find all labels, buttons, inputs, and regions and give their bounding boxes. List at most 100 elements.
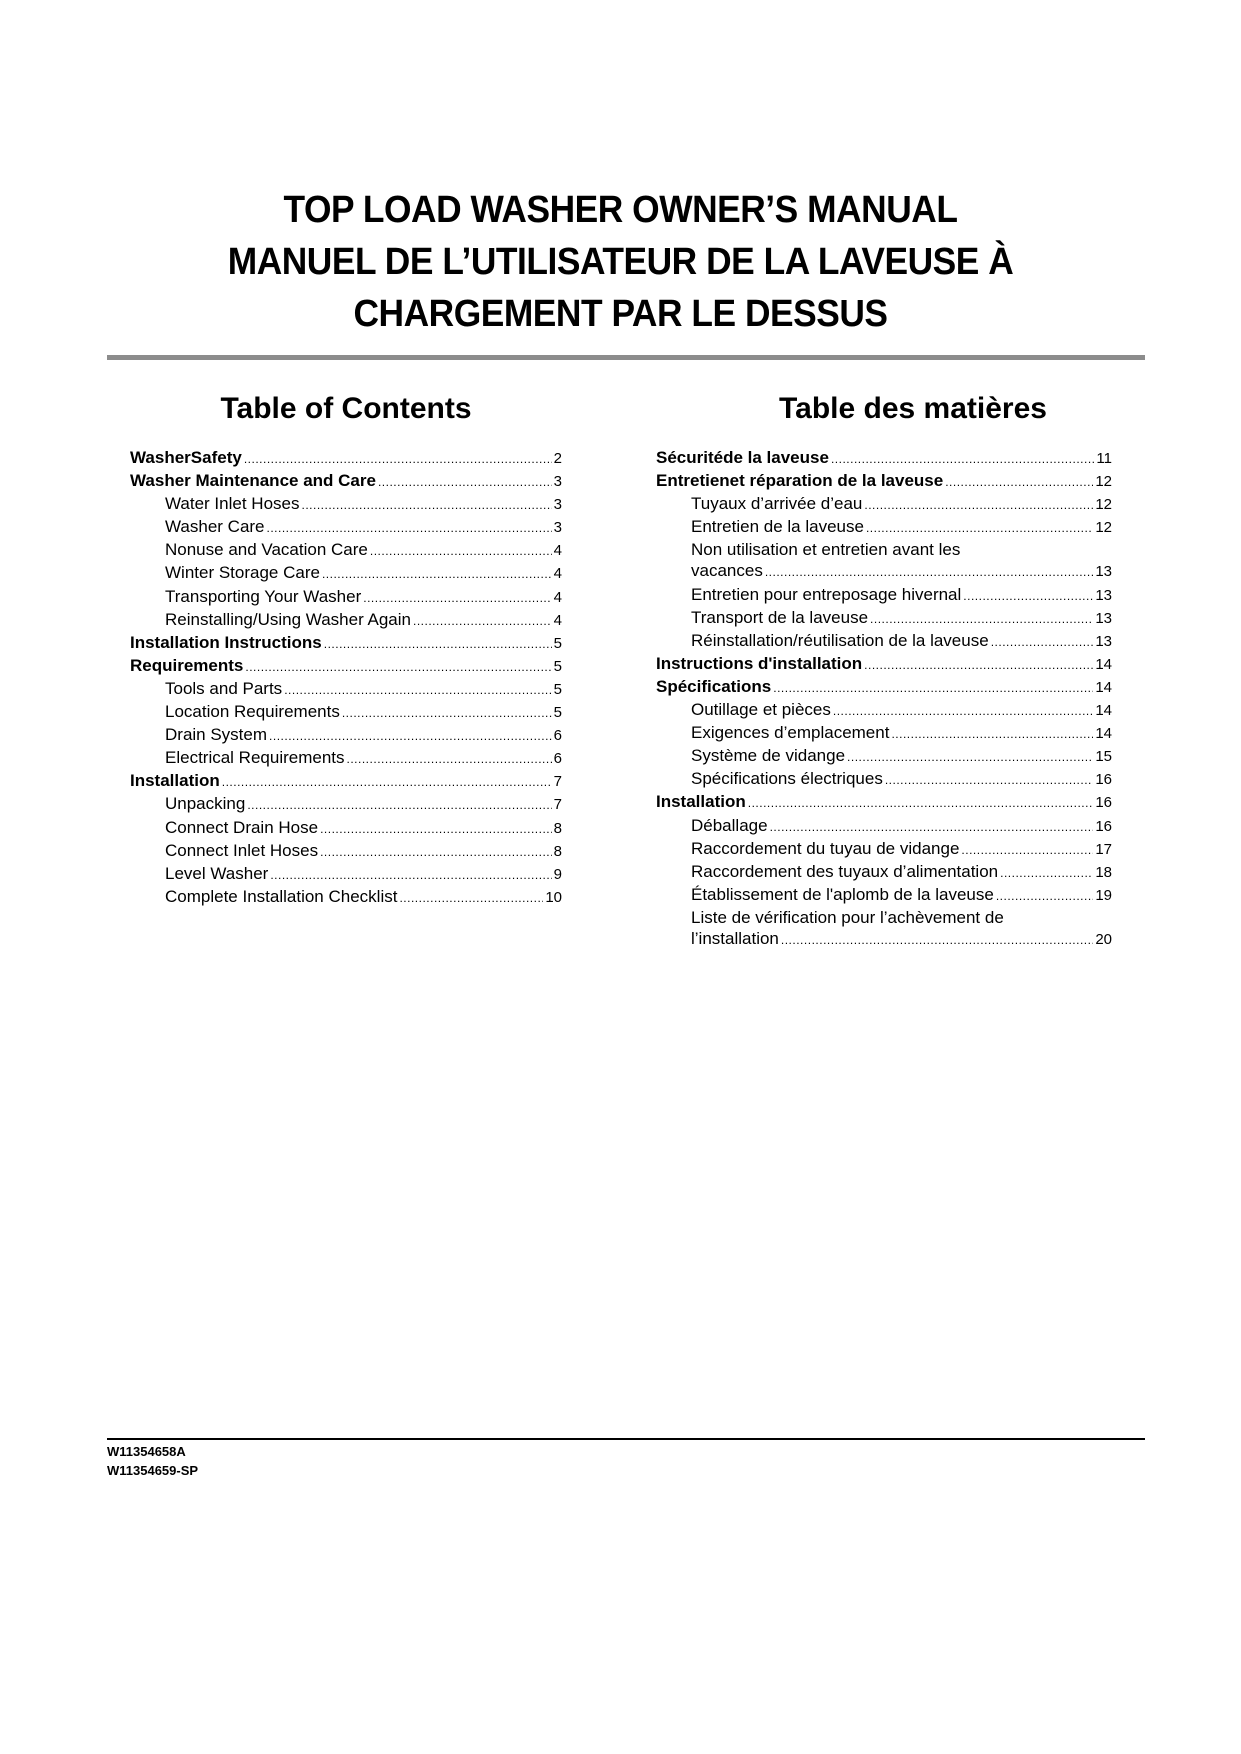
toc-entry[interactable]: vacances 13 bbox=[656, 560, 1112, 583]
toc-entry-label: Level Washer bbox=[165, 863, 269, 883]
toc-entry-label: Établissement de l'aplomb de la laveuse bbox=[691, 884, 994, 904]
toc-entry[interactable]: Transport de la laveuse 13 bbox=[656, 607, 1112, 630]
toc-entry-label: Connect Inlet Hoses bbox=[165, 840, 319, 860]
toc-entry-label: Tools and Parts bbox=[165, 678, 283, 698]
toc-entry-page: 6 bbox=[553, 750, 562, 768]
title-line: CHARGEMENT PAR LE DESSUS bbox=[353, 293, 888, 335]
dot-leader bbox=[244, 449, 552, 470]
title-line: MANUEL DE L’UTILISATEUR DE LA LAVEUSE À bbox=[227, 241, 1014, 283]
dot-leader bbox=[284, 680, 551, 701]
toc-entry[interactable]: Exigences d’emplacement 14 bbox=[656, 722, 1112, 745]
toc-entry[interactable]: Winter Storage Care 4 bbox=[130, 562, 562, 585]
toc-entry[interactable]: Drain System 6 bbox=[130, 724, 562, 747]
dot-leader bbox=[363, 588, 551, 609]
toc-entry[interactable]: Transporting Your Washer 4 bbox=[130, 586, 562, 609]
toc-entry-page: 11 bbox=[1096, 450, 1112, 467]
dot-leader bbox=[781, 930, 1093, 951]
dot-leader bbox=[378, 472, 552, 493]
toc-entry-page: 14 bbox=[1095, 655, 1112, 673]
toc-entry-page: 16 bbox=[1095, 817, 1112, 835]
toc-entry-label: Unpacking bbox=[165, 794, 246, 814]
toc-entry-page: 12 bbox=[1095, 519, 1112, 537]
toc-entry-label: Entretien pour entreposage hivernal bbox=[691, 584, 962, 604]
toc-entry[interactable]: Tuyaux d’arrivée d’eau 12 bbox=[656, 493, 1112, 516]
dot-leader bbox=[222, 772, 552, 793]
toc-entry-page: 4 bbox=[553, 542, 562, 560]
toc-entry-page: 9 bbox=[553, 865, 562, 883]
toc-entry[interactable]: Requirements 5 bbox=[130, 655, 562, 678]
toc-heading-en: Table of Contents bbox=[220, 392, 472, 425]
toc-entry[interactable]: Raccordement du tuyau de vidange 17 bbox=[656, 838, 1112, 861]
toc-entry[interactable]: Réinstallation/réutilisation de la laveu… bbox=[656, 630, 1112, 653]
toc-entry[interactable]: Level Washer 9 bbox=[130, 863, 562, 886]
dot-leader bbox=[891, 724, 1093, 745]
toc-entry[interactable]: l’installation 20 bbox=[656, 928, 1112, 951]
toc-entry[interactable]: Electrical Requirements 6 bbox=[130, 747, 562, 770]
toc-entry[interactable]: Washer Care 3 bbox=[130, 516, 562, 539]
toc-entry-page: 10 bbox=[545, 888, 562, 906]
toc-entry[interactable]: Nonuse and Vacation Care 4 bbox=[130, 539, 562, 562]
toc-entry[interactable]: Unpacking 7 bbox=[130, 793, 562, 816]
toc-entry-label: Location Requirements bbox=[165, 702, 340, 722]
dot-leader bbox=[885, 770, 1093, 791]
toc-entry-label: Complete Installation Checklist bbox=[165, 886, 398, 906]
toc-entry-page: 12 bbox=[1095, 473, 1112, 491]
toc-entry-label: Outillage et pièces bbox=[691, 700, 831, 720]
toc-entry-label: Entretienet réparation de la laveuse bbox=[656, 471, 944, 491]
toc-entry[interactable]: Installation 7 bbox=[130, 770, 562, 793]
toc-entry[interactable]: Installation Instructions 5 bbox=[130, 632, 562, 655]
toc-entry[interactable]: Water Inlet Hoses 3 bbox=[130, 493, 562, 516]
toc-entry-page: 13 bbox=[1095, 609, 1112, 627]
toc-entry[interactable]: Entretien de la laveuse 12 bbox=[656, 516, 1112, 539]
dot-leader bbox=[324, 634, 552, 655]
toc-entry-page: 4 bbox=[553, 588, 562, 606]
dot-leader bbox=[963, 586, 1093, 607]
toc-entry-page: 7 bbox=[553, 796, 562, 814]
toc-entry-label: Installation Instructions bbox=[130, 632, 322, 652]
toc-entry[interactable]: Connect Inlet Hoses 8 bbox=[130, 840, 562, 863]
toc-entry-page: 14 bbox=[1095, 725, 1112, 743]
toc-entry[interactable]: Connect Drain Hose 8 bbox=[130, 817, 562, 840]
toc-entry[interactable]: Spécifications 14 bbox=[656, 676, 1112, 699]
title-divider bbox=[107, 355, 1145, 360]
dot-leader bbox=[770, 817, 1094, 838]
toc-entry-page: 2 bbox=[553, 450, 562, 467]
toc-entry-label: Système de vidange bbox=[691, 746, 846, 766]
toc-entry[interactable]: Non utilisation et entretien avant les bbox=[656, 539, 1112, 560]
toc-entry[interactable]: Tools and Parts 5 bbox=[130, 678, 562, 701]
toc-entry-label: Requirements bbox=[130, 655, 244, 675]
toc-entry[interactable]: Sécuritéde la laveuse 11 bbox=[656, 447, 1112, 470]
toc-entry-label: Déballage bbox=[691, 815, 768, 835]
dot-leader bbox=[320, 842, 552, 863]
toc-entry-page: 5 bbox=[553, 680, 562, 698]
toc-entry[interactable]: Spécifications électriques 16 bbox=[656, 768, 1112, 791]
dot-leader bbox=[847, 747, 1093, 768]
dot-leader bbox=[831, 449, 1094, 470]
toc-entry[interactable]: Reinstalling/Using Washer Again 4 bbox=[130, 609, 562, 632]
toc-entry[interactable]: WasherSafety 2 bbox=[130, 447, 562, 470]
toc-entry[interactable]: Installation 16 bbox=[656, 791, 1112, 814]
toc-entry-page: 5 bbox=[553, 704, 562, 722]
toc-entry[interactable]: Liste de vérification pour l’achèvement … bbox=[656, 907, 1112, 928]
toc-entry[interactable]: Location Requirements 5 bbox=[130, 701, 562, 724]
toc-entry[interactable]: Instructions d'installation 14 bbox=[656, 653, 1112, 676]
toc-entry-page: 14 bbox=[1095, 702, 1112, 720]
toc-entry[interactable]: Washer Maintenance and Care 3 bbox=[130, 470, 562, 493]
dot-leader bbox=[301, 495, 551, 516]
toc-entry[interactable]: Déballage 16 bbox=[656, 815, 1112, 838]
toc-entry[interactable]: Système de vidange 15 bbox=[656, 745, 1112, 768]
toc-entry-label: Installation bbox=[656, 792, 746, 812]
toc-entry[interactable]: Établissement de l'aplomb de la laveuse 1… bbox=[656, 884, 1112, 907]
toc-entry[interactable]: Outillage et pièces 14 bbox=[656, 699, 1112, 722]
toc-entry-label: Washer Care bbox=[165, 517, 265, 537]
toc-entry-page: 8 bbox=[553, 842, 562, 860]
dot-leader bbox=[833, 701, 1093, 722]
toc-entry[interactable]: Entretien pour entreposage hivernal 13 bbox=[656, 584, 1112, 607]
dot-leader bbox=[370, 541, 552, 562]
toc-entry-label: Raccordement du tuyau de vidange bbox=[691, 838, 960, 858]
toc-entry[interactable]: Raccordement des tuyaux d’alimentation 18 bbox=[656, 861, 1112, 884]
toc-entry-page: 8 bbox=[553, 819, 562, 837]
toc-entry-page: 4 bbox=[553, 611, 562, 629]
toc-entry[interactable]: Entretienet réparation de la laveuse 12 bbox=[656, 470, 1112, 493]
toc-entry[interactable]: Complete Installation Checklist 10 bbox=[130, 886, 562, 909]
